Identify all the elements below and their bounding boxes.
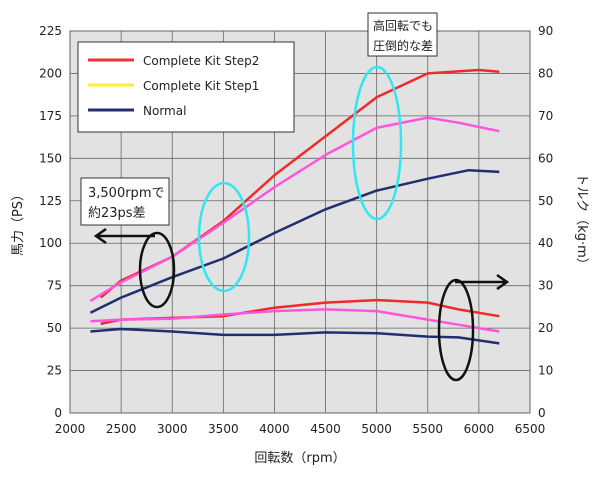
grid	[69, 30, 531, 414]
x-tick-label: 3500	[208, 422, 239, 436]
legend-label-step2: Complete Kit Step2	[143, 54, 259, 68]
x-tick-label: 2500	[106, 422, 137, 436]
y-tick-label: 50	[47, 321, 62, 335]
arrow-right-icon	[455, 273, 510, 291]
highlight-ellipse-3500	[197, 181, 251, 293]
legend: Complete Kit Step2 Complete Kit Step1 No…	[77, 41, 295, 133]
power-line-complete-kit-step1	[89, 116, 500, 302]
y2-tick-label: 90	[538, 24, 553, 38]
x-tick-label: 4500	[310, 422, 341, 436]
arrow-left-icon	[93, 227, 155, 245]
x-tick-label: 5500	[413, 422, 444, 436]
y2-tick-labels: 0 10 20 30 40 50 60 70 80 90	[538, 24, 553, 420]
x-tick-label: 5000	[361, 422, 392, 436]
y-axis-label: 馬力（PS）	[11, 188, 26, 256]
x-axis-label: 回転数（rpm）	[254, 451, 345, 466]
annotation-3500rpm-line1: 3,500rpmで	[88, 186, 164, 201]
y2-tick-label: 80	[538, 66, 553, 80]
y2-tick-label: 60	[538, 151, 553, 165]
annotation-high-rpm-line2: 圧倒的な差	[373, 38, 433, 53]
annotation-3500rpm-line2: 約23ps差	[88, 206, 146, 221]
x-tick-labels: 2000 2500 3000 3500 4000 4500 5000 5500 6000 6500	[55, 422, 546, 436]
x-tick-label: 3000	[157, 422, 188, 436]
x-tick-label: 4000	[259, 422, 290, 436]
highlight-ellipse-5000	[351, 65, 403, 221]
annotation-high-rpm-line1: 高回転でも	[373, 18, 433, 33]
torque-curves-ellipse	[437, 278, 475, 382]
y-tick-label: 200	[39, 66, 62, 80]
y-tick-label: 175	[39, 109, 62, 123]
legend-label-normal: Normal	[143, 104, 186, 118]
y2-tick-label: 0	[538, 406, 546, 420]
legend-label-step1: Complete Kit Step1	[143, 79, 259, 93]
annotation-high-rpm: 高回転でも 圧倒的な差	[367, 12, 438, 57]
y-tick-labels: 0 25 50 75 100 125 150 175 200 225	[39, 24, 62, 420]
power-line-normal	[89, 168, 500, 314]
series-lines	[89, 68, 500, 345]
x-tick-label: 6000	[464, 422, 495, 436]
y-tick-label: 225	[39, 24, 62, 38]
y2-tick-label: 30	[538, 279, 553, 293]
y-tick-label: 100	[39, 236, 62, 250]
torque-line-complete-kit-step1	[90, 308, 500, 333]
y2-tick-label: 10	[538, 364, 553, 378]
y-tick-label: 25	[47, 364, 62, 378]
y-tick-label: 75	[47, 279, 62, 293]
y-tick-label: 0	[54, 406, 62, 420]
y-tick-label: 125	[39, 194, 62, 208]
y2-tick-label: 40	[538, 236, 553, 250]
y2-tick-label: 70	[538, 109, 553, 123]
y2-axis-label: トルク（kg·m）	[574, 173, 589, 271]
x-tick-label: 2000	[55, 422, 86, 436]
annotation-3500rpm: 3,500rpmで 約23ps差	[80, 177, 170, 226]
x-tick-label: 6500	[515, 422, 546, 436]
y-tick-label: 150	[39, 151, 62, 165]
torque-line-normal	[90, 327, 500, 345]
y2-tick-label: 50	[538, 194, 553, 208]
power-curves-ellipse	[138, 231, 176, 309]
y2-tick-label: 20	[538, 321, 553, 335]
